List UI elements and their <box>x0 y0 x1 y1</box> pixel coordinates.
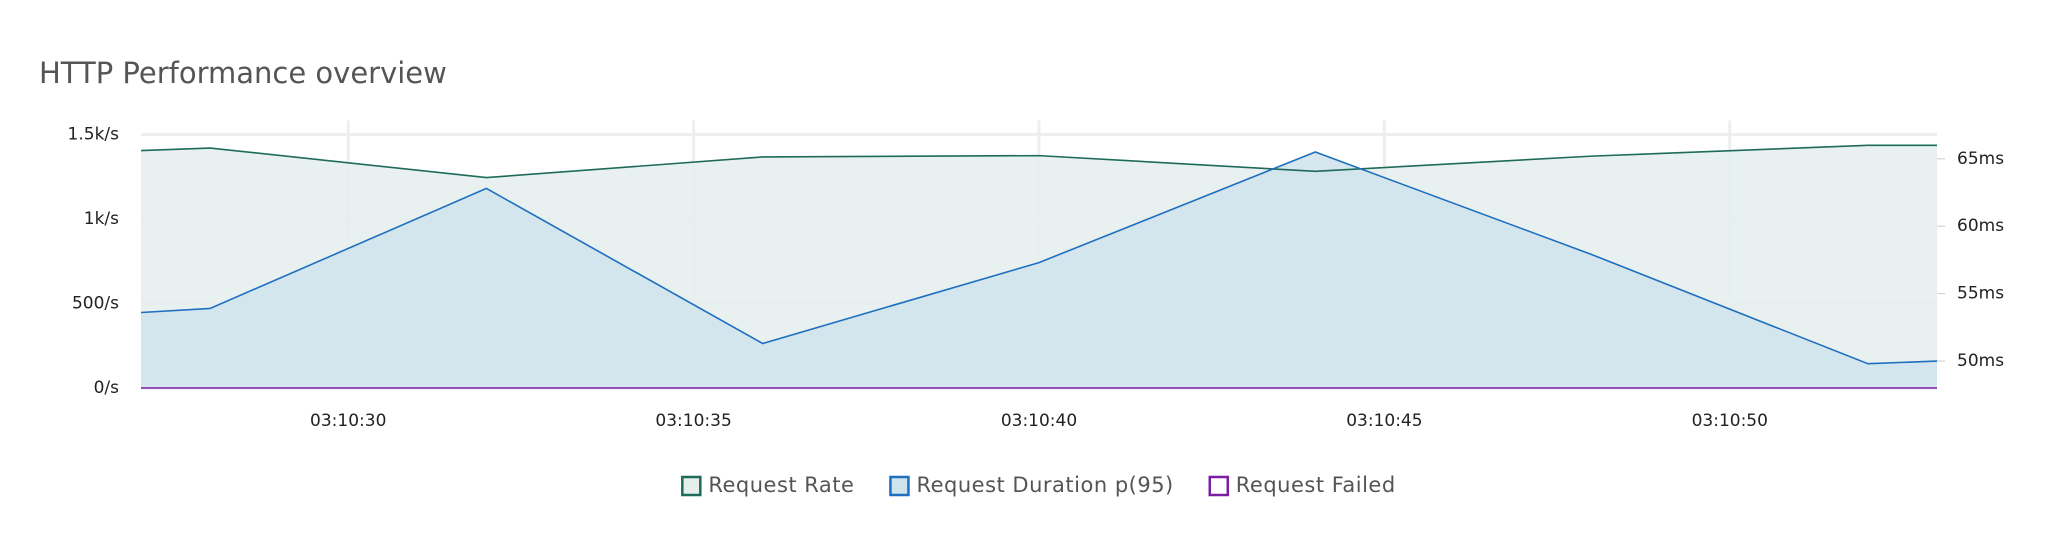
legend-swatch <box>1208 475 1230 497</box>
y-tick-label: 1k/s <box>84 209 119 229</box>
line <box>140 151 1938 365</box>
y-tick-label: 500/s <box>72 294 119 314</box>
x-tick-label: 03:10:40 <box>1001 411 1077 431</box>
y-tick-label: 1.5k/s <box>68 125 120 145</box>
legend-swatch <box>681 475 702 497</box>
legend-label: Request Duration p(95) <box>916 473 1173 497</box>
y2-tick-label: 65ms <box>1957 149 2004 169</box>
x-tick-label: 03:10:50 <box>1692 411 1768 431</box>
legend-swatch <box>889 475 910 497</box>
legend: Request Rate Request Duration p(95) Reques… <box>681 473 1396 497</box>
x-tick-label: 03:10:30 <box>310 411 386 431</box>
line <box>140 144 1937 179</box>
y-tick-label: 0/s <box>94 378 120 398</box>
legend-label: Request Rate <box>708 473 854 497</box>
y2-tick-label: 50ms <box>1957 351 2004 371</box>
chart-title: HTTP Performance overview <box>39 56 447 90</box>
legend-label: Request Failed <box>1236 473 1396 497</box>
x-tick-label: 03:10:35 <box>655 411 731 431</box>
x-tick-label: 03:10:45 <box>1346 411 1422 431</box>
y2-tick-label: 60ms <box>1957 216 2004 236</box>
y2-tick-label: 55ms <box>1957 284 2004 304</box>
area <box>141 152 1937 388</box>
